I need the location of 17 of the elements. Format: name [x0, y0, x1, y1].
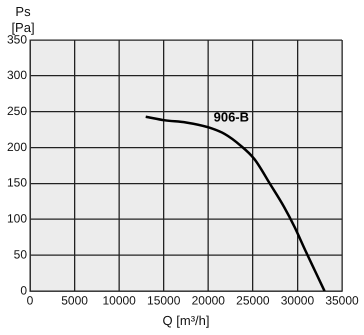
x-tick-label: 25000: [236, 294, 270, 308]
x-axis-title: Q [m³/h]: [162, 312, 210, 328]
y-tick-label: 250: [6, 104, 28, 118]
x-tick-label: 30000: [280, 294, 314, 308]
y-axis-title: Ps [Pa]: [10, 4, 36, 35]
x-tick-label: 20000: [192, 294, 226, 308]
y-tick-label: 200: [6, 140, 28, 154]
y-tick-label: 300: [6, 68, 28, 82]
y-tick-label: 0: [20, 283, 28, 298]
x-tick-label: 15000: [147, 294, 181, 308]
series-label: 906-B: [214, 110, 250, 125]
x-tick-label: 5000: [61, 294, 88, 308]
y-tick-label: 150: [6, 176, 28, 190]
y-tick-label: 100: [6, 212, 28, 226]
x-tick-label: 10000: [102, 294, 136, 308]
y-tick-label: 50: [14, 247, 28, 262]
x-tick-label: 35000: [325, 294, 360, 308]
